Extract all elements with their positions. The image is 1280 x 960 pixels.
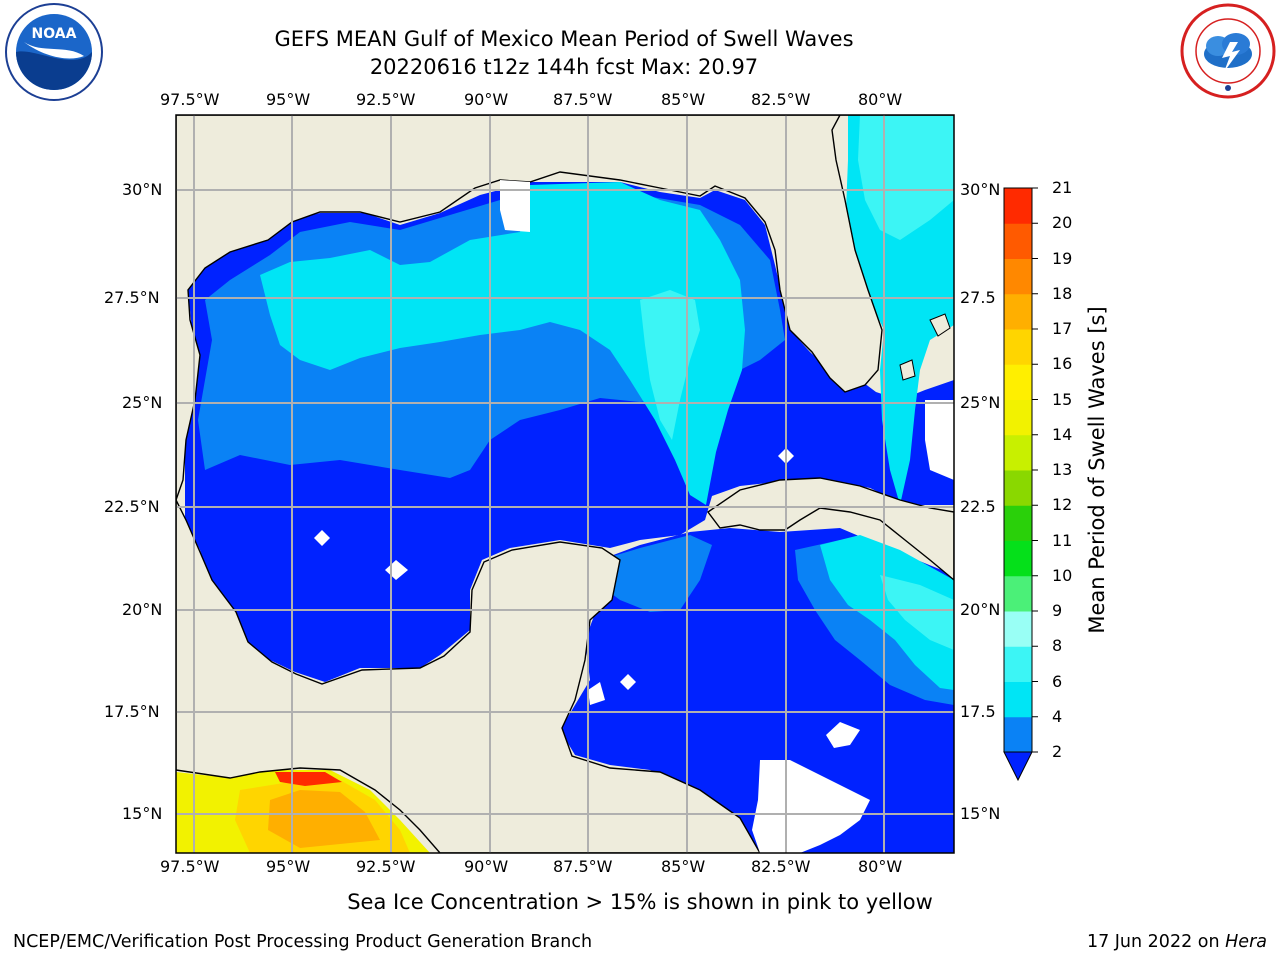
lat-label-right: 22.5 (960, 497, 996, 516)
no-data-patches (314, 180, 954, 853)
lon-label-bottom: 90°W (464, 857, 509, 876)
pacific-field-deep-orange (268, 790, 380, 848)
colorbar-segment (1004, 399, 1032, 436)
colorbar-tick-label: 9 (1052, 601, 1063, 620)
lon-label-top: 97.5°W (160, 90, 220, 109)
colorbar-segment (1004, 188, 1032, 224)
map-subtitle: 20220616 t12z 144h fcst Max: 20.97 (369, 55, 759, 79)
lat-label-left: 15°N (122, 804, 163, 823)
lat-label-right: 20°N (960, 600, 1001, 619)
lat-label-left: 17.5°N (104, 702, 160, 721)
lon-label-bottom: 82.5°W (751, 857, 811, 876)
lon-label-top: 82.5°W (751, 90, 811, 109)
swell-band-6-8-caribbean (820, 535, 954, 690)
nws-logo (1180, 3, 1276, 99)
swell-band-light-caribbean (880, 575, 954, 650)
footer-date-text: 17 Jun 2022 on (1086, 932, 1226, 952)
colorbar-segment (1004, 681, 1032, 718)
lat-label-right: 25°N (960, 393, 1001, 412)
colorbar-segment (1004, 540, 1032, 577)
lon-label-bottom: 97.5°W (160, 857, 220, 876)
colorbar-extend-triangle (1003, 751, 1033, 782)
colorbar-tick-label: 11 (1052, 530, 1073, 550)
colorbar-tick-label: 12 (1052, 495, 1073, 515)
lat-label-right: 17.5 (960, 702, 996, 721)
colorbar-segment (1004, 470, 1032, 506)
map-frame (175, 114, 955, 854)
colorbar-tick-label: 2 (1052, 742, 1063, 761)
colorbar-tick-label: 10 (1052, 565, 1073, 585)
colorbar (1003, 187, 1038, 782)
lat-label-right: 30°N (960, 180, 1001, 199)
footer-branch: NCEP/EMC/Verification Post Processing Pr… (13, 932, 593, 952)
colorbar-tick-label: 6 (1052, 671, 1063, 691)
swell-band-6-8-gulf (640, 290, 700, 440)
colorbar-tick-label: 16 (1052, 354, 1073, 374)
graticule (176, 115, 954, 853)
colorbar-tick-label: 14 (1052, 424, 1073, 444)
colorbar-segment (1004, 611, 1032, 647)
colorbar-tick-label: 21 (1052, 178, 1073, 197)
swell-band-yucatan (600, 535, 712, 612)
lon-label-top: 80°W (858, 90, 903, 109)
colorbar-segment (1004, 646, 1032, 682)
colorbar-label: Mean Period of Swell Waves [s] (1085, 306, 1109, 634)
lat-label-left: 22.5°N (104, 497, 160, 516)
colorbar-segment (1004, 258, 1032, 295)
lat-label-left: 25°N (122, 393, 163, 412)
land-cuba (707, 477, 954, 581)
colorbar-tick-label: 8 (1052, 636, 1063, 656)
swell-band-atlantic-light (858, 115, 954, 240)
colorbar-segment (1004, 716, 1032, 753)
lon-label-bottom: 80°W (858, 857, 903, 876)
colorbar-tick-label: 15 (1052, 389, 1073, 409)
sea-ice-note: Sea Ice Concentration > 15% is shown in … (347, 890, 933, 914)
lon-label-top: 85°W (661, 90, 706, 109)
footer-date: 17 Jun 2022 on Hera (1087, 932, 1267, 952)
colorbar-segment (1004, 223, 1032, 259)
noaa-logo-text: NOAA (32, 26, 77, 42)
lat-label-right: 15°N (960, 804, 1001, 823)
colorbar-tick-label: 19 (1052, 248, 1073, 268)
lat-label-left: 30°N (122, 180, 163, 199)
map-title: GEFS MEAN Gulf of Mexico Mean Period of … (274, 27, 854, 51)
colorbar-segment (1004, 364, 1032, 400)
lat-label-right: 27.5 (960, 288, 996, 307)
noaa-logo: NOAA (5, 3, 103, 101)
lat-label-left: 20°N (122, 600, 163, 619)
swell-band-4-6-gulf (260, 182, 745, 505)
lon-label-top: 90°W (464, 90, 509, 109)
land-us-gulf-coast (176, 115, 954, 501)
colorbar-segment (1004, 505, 1032, 541)
lon-label-top: 87.5°W (553, 90, 613, 109)
colorbar-tick-label: 17 (1052, 319, 1073, 338)
lon-label-bottom: 92.5°W (356, 857, 416, 876)
colorbar-tick-label: 18 (1052, 283, 1073, 303)
lon-label-bottom: 87.5°W (553, 857, 613, 876)
colorbar-segment (1004, 434, 1032, 471)
lon-label-top: 92.5°W (356, 90, 416, 109)
colorbar-segment (1004, 293, 1032, 330)
colorbar-segment (1004, 329, 1032, 365)
colorbar-tick-label: 20 (1052, 213, 1073, 233)
lon-label-bottom: 85°W (661, 857, 706, 876)
colorbar-tick-label: 4 (1052, 706, 1063, 726)
land-islands (899, 313, 951, 381)
lat-label-left: 27.5°N (104, 288, 160, 307)
lon-label-bottom: 95°W (266, 857, 311, 876)
colorbar-segment (1004, 575, 1032, 612)
colorbar-tick-label: 13 (1052, 460, 1073, 479)
lon-label-top: 95°W (266, 90, 311, 109)
footer-machine: Hera (1225, 932, 1267, 952)
